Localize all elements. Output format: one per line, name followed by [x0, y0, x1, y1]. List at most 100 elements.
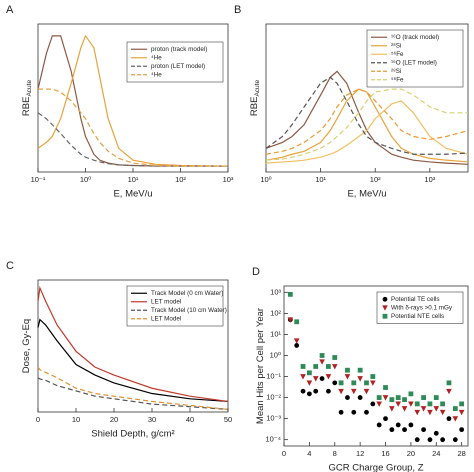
x-axis-title: GCR Charge Group, Z [328, 463, 423, 472]
x-axis-title: E, MeV/u [113, 189, 152, 200]
marker [395, 422, 401, 428]
panel-label: B [234, 4, 241, 16]
legend-box [366, 29, 464, 88]
plot-frame [265, 23, 469, 173]
legend-label: Potential NTE cells [391, 313, 444, 320]
marker [357, 376, 363, 382]
marker [326, 364, 331, 369]
x-tick-label: 30 [148, 415, 156, 424]
marker [383, 416, 388, 422]
marker [446, 388, 452, 395]
marker [408, 401, 414, 407]
x-tick-label: 10¹ [315, 175, 326, 184]
marker [345, 367, 350, 373]
y-tick-label: 10¹ [270, 329, 281, 338]
marker [427, 401, 433, 407]
y-tick-label: 10³ [270, 287, 281, 296]
legend-label: LET Model [151, 315, 181, 322]
x-axis-title: Shield Depth, g/cm² [91, 429, 174, 440]
marker [325, 374, 332, 380]
marker [382, 313, 388, 319]
x-tick-label: 50 [224, 415, 232, 424]
marker [364, 409, 369, 415]
x-tick-label: 28 [457, 449, 465, 458]
series-line [37, 366, 229, 410]
marker [433, 406, 440, 412]
marker [376, 422, 382, 428]
marker [376, 401, 382, 407]
marker [313, 388, 319, 394]
marker [427, 409, 433, 416]
series-line [265, 100, 469, 164]
marker [420, 406, 427, 412]
legend-label: ²⁸Si [391, 42, 401, 49]
marker [319, 359, 325, 365]
y-axis-title: RBEAcute [249, 80, 261, 117]
series-line [37, 377, 229, 410]
x-tick-label: 0 [282, 449, 286, 458]
legend-label: proton (LET model) [151, 63, 205, 70]
marker [294, 319, 300, 325]
series-line [38, 88, 228, 167]
x-tick-label: 10³ [424, 175, 435, 184]
marker [313, 364, 319, 369]
marker [364, 380, 369, 386]
y-axis-title-sub: Acute [254, 80, 261, 97]
marker [357, 395, 363, 400]
marker [370, 374, 376, 379]
marker [300, 388, 306, 394]
marker [452, 406, 458, 411]
marker [306, 391, 312, 397]
y-tick-label: 10⁻⁴ [265, 435, 281, 444]
marker [452, 416, 459, 422]
marker [459, 427, 465, 433]
marker [439, 409, 446, 416]
panel-label: A [6, 4, 14, 16]
series-line [265, 88, 469, 155]
x-tick-label: 24 [432, 449, 440, 458]
marker [338, 380, 344, 386]
y-axis-title: Dose, Gy-Eq [21, 319, 32, 373]
marker [332, 380, 338, 386]
series-line [37, 318, 229, 403]
y-axis-title-main: Mean Hits per Cell per Year [255, 308, 266, 424]
marker [376, 395, 382, 400]
marker [446, 380, 452, 386]
marker [300, 364, 306, 369]
marker [459, 401, 465, 407]
marker [433, 395, 439, 400]
marker [350, 388, 357, 395]
marker [382, 305, 388, 311]
marker [414, 409, 421, 416]
marker [421, 395, 426, 400]
y-axis-title: RBEAcute [21, 80, 33, 117]
y-axis-title-main: RBE [249, 97, 260, 117]
x-tick-label: 10⁻¹ [31, 175, 46, 184]
x-tick-label: 10³ [223, 175, 234, 184]
x-tick-label: 4 [307, 449, 311, 458]
legend-box [376, 291, 464, 324]
x-tick-label: 20 [110, 415, 118, 424]
y-tick-label: 10⁻² [266, 393, 281, 402]
legend-label: Potential TE cells [391, 296, 440, 303]
y-tick-label: 10⁻³ [266, 414, 281, 423]
marker [294, 343, 300, 348]
marker [402, 427, 407, 433]
marker [332, 355, 338, 360]
marker [312, 376, 319, 382]
legend-label: Track Model (10 cm Water) [151, 307, 227, 314]
marker [433, 430, 439, 436]
marker [414, 401, 420, 407]
marker [389, 406, 395, 412]
marker [293, 338, 300, 344]
x-tick-label: 10² [175, 175, 186, 184]
y-axis-title-main: RBE [21, 97, 32, 117]
marker [319, 353, 325, 358]
panel-label: D [252, 266, 260, 278]
marker [395, 395, 401, 400]
legend-label: ²⁸Si [391, 68, 401, 75]
y-axis-title: Mean Hits per Cell per Year [255, 308, 266, 424]
legend-label: Track Model (0 cm Water) [151, 290, 223, 297]
marker [440, 437, 446, 443]
y-axis-title-sub: Acute [26, 80, 33, 97]
